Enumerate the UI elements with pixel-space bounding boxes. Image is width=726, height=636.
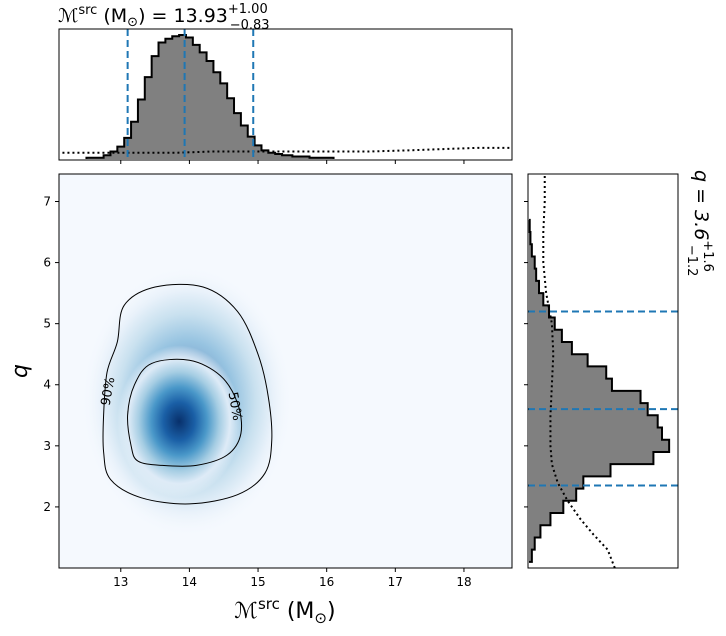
contour-90-percent bbox=[102, 283, 273, 505]
x-tick-label: 16 bbox=[319, 575, 334, 589]
density-core bbox=[117, 345, 242, 498]
contour-50-percent bbox=[127, 358, 243, 467]
x-tick-label: 14 bbox=[182, 575, 197, 589]
right-prior-curve bbox=[542, 174, 616, 568]
y-tick-label: 5 bbox=[43, 317, 51, 331]
right-histogram-outline bbox=[528, 218, 671, 563]
x-axis-label: ℳsrc (M⊙) bbox=[234, 595, 335, 627]
top-marginal-panel: ℳsrc (M⊙) = 13.93+1.00 −0.83 bbox=[58, 2, 513, 164]
y-tick-label: 6 bbox=[43, 256, 51, 270]
joint-panel: 13 14 15 16 17 18 2 3 4 5 6 7 90% 50% ℳsrc (M⊙) q bbox=[8, 173, 513, 627]
joint-panel-frame bbox=[58, 173, 513, 569]
y-tick-label: 4 bbox=[43, 378, 51, 392]
right-panel-title: q = 3.6+1.6−1.2 bbox=[684, 170, 715, 276]
x-tick-label: 18 bbox=[456, 575, 471, 589]
x-tick-label: 13 bbox=[113, 575, 128, 589]
y-tick-label: 3 bbox=[43, 439, 51, 453]
top-histogram-fill bbox=[86, 35, 334, 159]
right-panel-frame bbox=[527, 173, 679, 569]
x-tick-label: 15 bbox=[250, 575, 265, 589]
top-panel-title: ℳsrc (M⊙) = 13.93+1.00 −0.83 bbox=[58, 2, 270, 33]
x-tick-label: 17 bbox=[388, 575, 403, 589]
contour-label-50: 50% bbox=[225, 391, 245, 422]
top-panel-frame bbox=[58, 28, 513, 161]
contour-label-90: 90% bbox=[99, 376, 119, 407]
y-axis-label: q bbox=[8, 364, 33, 378]
top-prior-curve bbox=[62, 146, 512, 154]
y-tick-label: 2 bbox=[43, 500, 51, 514]
y-tick-label: 7 bbox=[43, 194, 51, 208]
right-histogram-fill bbox=[529, 219, 670, 562]
right-marginal-panel: q = 3.6+1.6−1.2 bbox=[524, 170, 715, 569]
